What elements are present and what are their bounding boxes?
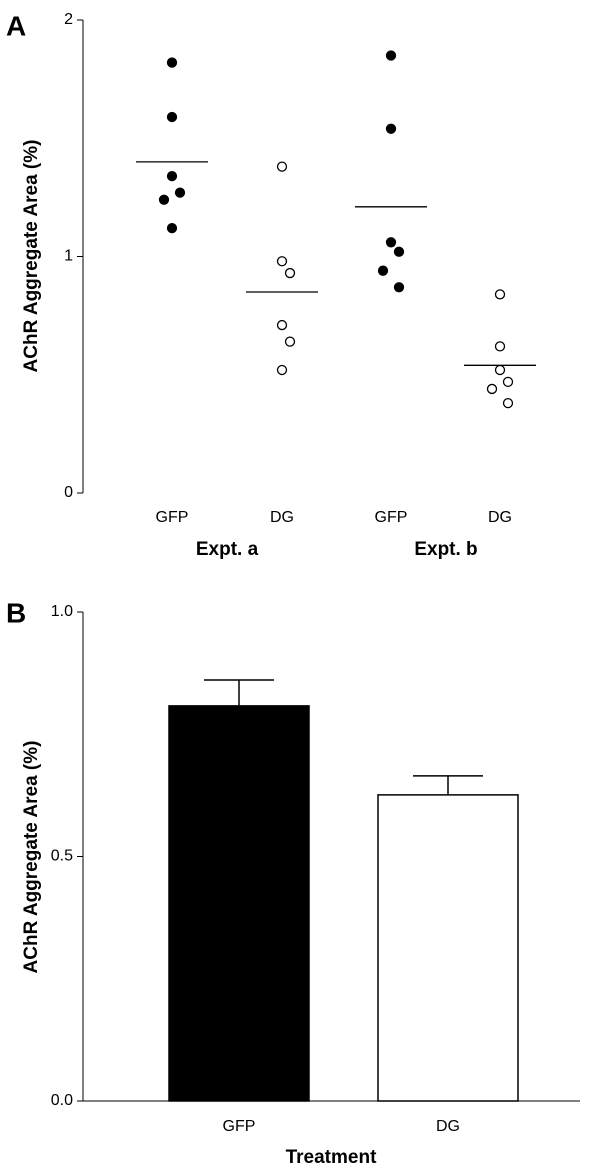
data-point bbox=[385, 237, 397, 248]
data-point bbox=[166, 222, 178, 234]
data-point bbox=[276, 161, 288, 172]
y-tick-label: 1.0 bbox=[51, 603, 73, 620]
y-tick-label: 0 bbox=[64, 484, 73, 501]
y-tick-label: 1 bbox=[64, 248, 73, 265]
data-point bbox=[494, 341, 506, 352]
data-point bbox=[385, 50, 397, 61]
data-point bbox=[494, 364, 506, 376]
data-point bbox=[166, 111, 178, 123]
data-point bbox=[158, 194, 170, 205]
data-point bbox=[393, 246, 405, 257]
data-point bbox=[284, 336, 296, 347]
y-axis-title: AChR Aggregate Area (%) bbox=[21, 140, 42, 373]
data-point bbox=[486, 383, 498, 395]
data-point bbox=[494, 289, 506, 300]
x-tick-label: GFP bbox=[223, 1118, 256, 1135]
y-tick-label: 2 bbox=[64, 11, 73, 28]
data-point bbox=[393, 282, 405, 293]
data-point bbox=[284, 267, 296, 279]
data-point bbox=[502, 397, 514, 409]
y-axis-title: AChR Aggregate Area (%) bbox=[21, 741, 42, 974]
x-tick-label: GFP bbox=[375, 509, 408, 526]
data-point bbox=[174, 187, 186, 198]
x-tick-label: DG bbox=[270, 509, 294, 526]
y-tick-label: 0.5 bbox=[51, 848, 73, 865]
panel-label: A bbox=[6, 10, 26, 41]
bar bbox=[377, 794, 519, 1102]
data-point bbox=[166, 170, 178, 182]
x-axis-title: Treatment bbox=[286, 1147, 377, 1168]
group-label: Expt. a bbox=[196, 539, 259, 560]
group-label: Expt. b bbox=[414, 539, 477, 560]
y-tick-label: 0.0 bbox=[51, 1092, 73, 1109]
x-tick-label: DG bbox=[488, 509, 512, 526]
x-tick-label: DG bbox=[436, 1118, 460, 1135]
bar bbox=[168, 705, 310, 1102]
panel-label: B bbox=[6, 597, 26, 628]
data-point bbox=[166, 57, 178, 68]
data-point bbox=[385, 123, 397, 134]
data-point bbox=[377, 265, 389, 276]
data-point bbox=[276, 319, 288, 331]
data-point bbox=[276, 256, 288, 267]
x-tick-label: GFP bbox=[156, 509, 189, 526]
data-point bbox=[502, 376, 514, 387]
data-point bbox=[276, 364, 288, 376]
